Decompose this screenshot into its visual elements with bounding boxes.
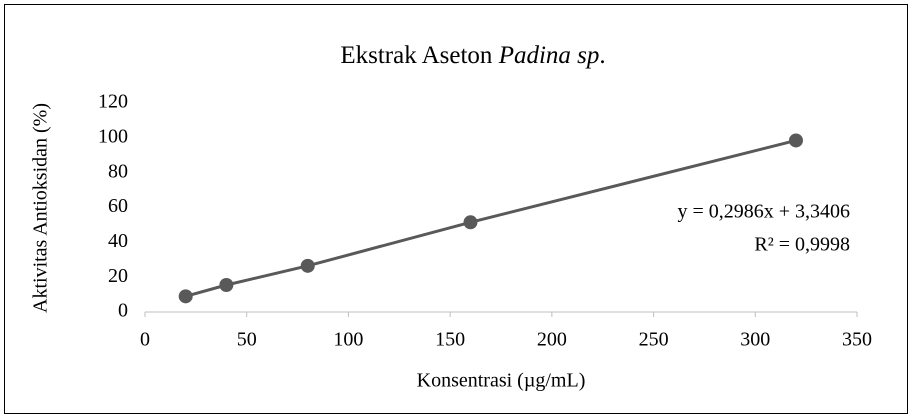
y-tick-label: 60 [108,195,128,217]
data-point [463,215,478,230]
x-tick-label: 0 [140,329,150,351]
y-tick-label: 0 [118,300,128,322]
annotation: R² = 0,9998 [754,234,850,256]
y-tick-label: 40 [108,230,128,252]
data-point [788,133,803,148]
x-tick-label: 150 [435,329,465,351]
x-tick-label: 350 [842,329,872,351]
title-part: . [599,42,605,69]
title-part: Ekstrak Aseton [340,42,498,69]
y-tick-label: 20 [108,265,128,287]
chart-border [4,4,908,414]
data-point [300,258,315,273]
x-tick-label: 50 [237,329,257,351]
y-axis-label: Aktivitas Antioksidan (%) [30,103,52,313]
x-tick-label: 300 [740,329,770,351]
title-part: Padina sp [498,42,600,69]
chart-title: Ekstrak Aseton Padina sp. [340,42,605,69]
annotation: y = 0,2986x + 3,3406 [677,201,850,223]
y-tick-label: 80 [108,160,128,182]
x-axis-label: Konsentrasi (µg/mL) [417,370,586,392]
data-point [219,278,234,293]
y-tick-label: 120 [98,91,128,113]
x-tick-label: 100 [333,329,363,351]
data-point [178,289,193,304]
x-tick-label: 250 [639,329,669,351]
y-tick-label: 100 [98,125,128,147]
x-tick-label: 200 [537,329,567,351]
